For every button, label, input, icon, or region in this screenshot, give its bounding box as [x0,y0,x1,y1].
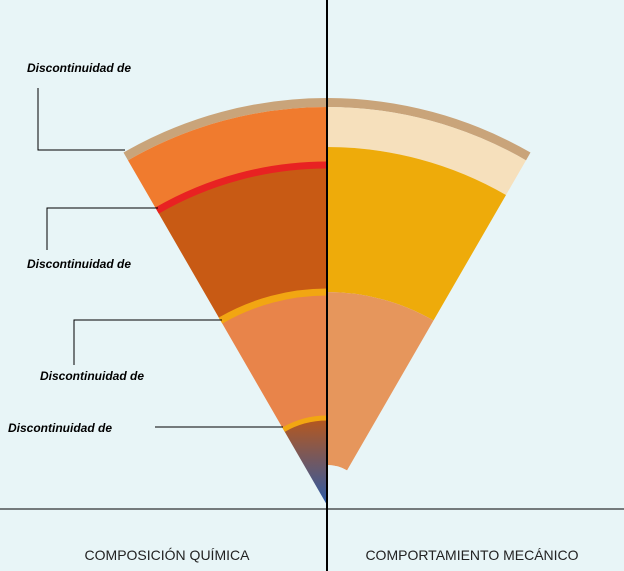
layer [155,161,328,214]
label: Discontinuidad de [40,369,145,383]
layer [327,292,434,471]
layer [327,465,347,505]
layer [283,418,327,505]
layer [128,107,327,211]
layer [157,165,327,321]
layer [282,415,328,432]
layer [220,292,327,430]
pointer [73,319,222,365]
layer [218,288,328,324]
label: Discontinuidad de [8,421,113,435]
layer [123,98,327,161]
layer [327,98,531,161]
label: Discontinuidad de [27,61,132,75]
footer-label: COMPORTAMIENTO MECÁNICO [365,547,579,563]
layer [327,147,506,321]
footer-label: COMPOSICIÓN QUÍMICA [84,547,250,563]
layer [327,107,526,195]
pointer [37,88,125,151]
label: Discontinuidad de [27,257,132,271]
pointer [46,207,158,250]
